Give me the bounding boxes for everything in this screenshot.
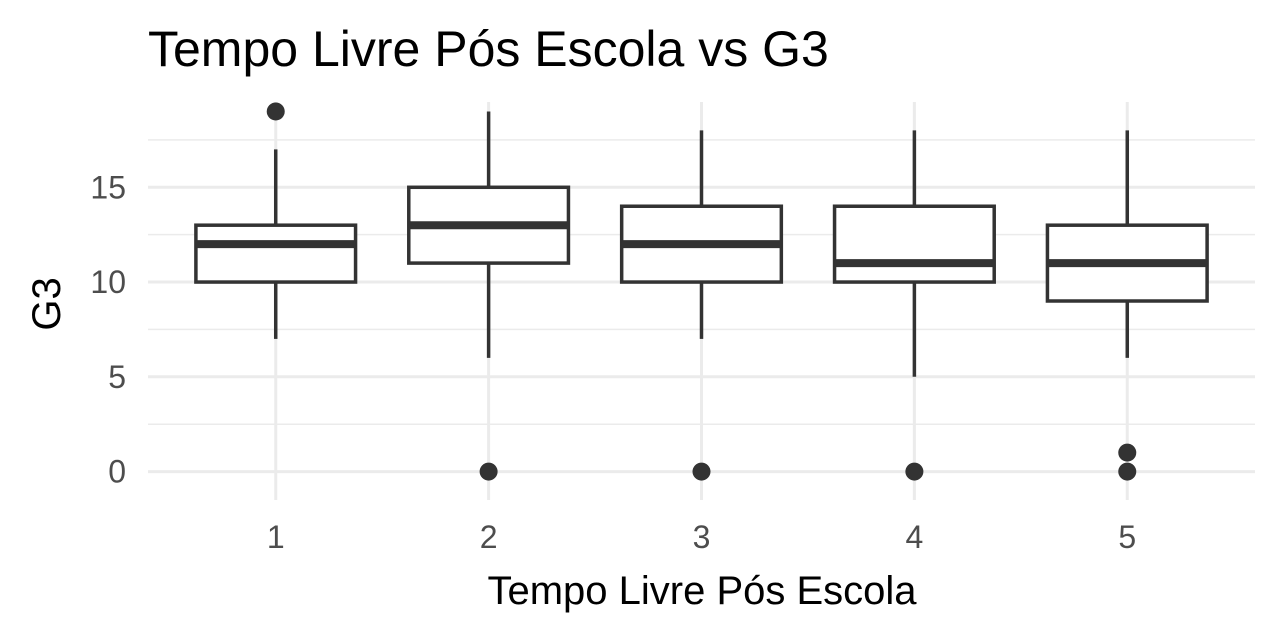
outlier-point bbox=[905, 462, 924, 481]
x-axis-title: Tempo Livre Pós Escola bbox=[487, 569, 917, 613]
outlier-point bbox=[266, 102, 285, 121]
box-group bbox=[407, 111, 571, 481]
box-group bbox=[194, 102, 358, 339]
y-tick-label: 5 bbox=[108, 359, 126, 395]
outlier-point bbox=[1118, 462, 1137, 481]
outlier-point bbox=[692, 462, 711, 481]
y-tick-label: 10 bbox=[90, 264, 126, 300]
chart-title: Tempo Livre Pós Escola vs G3 bbox=[148, 21, 829, 77]
x-tick-label: 3 bbox=[693, 519, 711, 555]
outlier-point bbox=[1118, 443, 1137, 462]
x-tick-label: 4 bbox=[905, 519, 923, 555]
x-axis-ticks: 1 2 3 4 5 bbox=[267, 519, 1136, 555]
y-tick-label: 0 bbox=[108, 454, 126, 490]
box-group bbox=[619, 130, 784, 481]
x-tick-label: 2 bbox=[480, 519, 498, 555]
boxes bbox=[194, 102, 1209, 481]
y-axis-title: G3 bbox=[25, 277, 69, 330]
box bbox=[194, 223, 358, 284]
box-group bbox=[832, 130, 996, 481]
x-tick-label: 1 bbox=[267, 519, 285, 555]
x-tick-label: 5 bbox=[1118, 519, 1136, 555]
outlier-point bbox=[479, 462, 498, 481]
box-group bbox=[1045, 130, 1209, 481]
y-axis-ticks: 0 5 10 15 bbox=[90, 169, 126, 489]
box bbox=[832, 204, 996, 284]
y-tick-label: 15 bbox=[90, 169, 126, 205]
